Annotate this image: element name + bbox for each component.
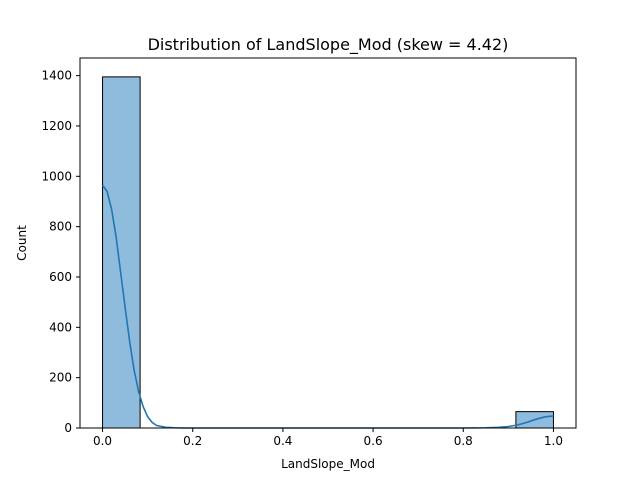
kde-curve xyxy=(101,184,554,429)
plot-area xyxy=(101,76,554,429)
y-tick-label: 0 xyxy=(64,421,72,435)
x-axis: 0.0 0.2 0.4 0.6 0.8 1.0 xyxy=(93,428,563,448)
chart-title: Distribution of LandSlope_Mod (skew = 4.… xyxy=(148,35,509,55)
x-axis-label: LandSlope_Mod xyxy=(281,457,375,471)
y-tick-label: 600 xyxy=(49,270,72,284)
y-axis-label: Count xyxy=(15,225,29,261)
x-tick-label: 0.0 xyxy=(93,434,112,448)
x-tick-label: 0.6 xyxy=(364,434,383,448)
x-tick-label: 1.0 xyxy=(544,434,563,448)
y-tick-label: 800 xyxy=(49,220,72,234)
x-tick-label: 0.8 xyxy=(454,434,473,448)
plot-frame xyxy=(79,57,577,429)
y-tick-label: 1000 xyxy=(41,169,72,183)
y-axis: 0 200 400 600 800 1000 1200 1400 xyxy=(41,69,80,435)
y-tick-label: 1400 xyxy=(41,69,72,83)
x-tick-label: 0.4 xyxy=(273,434,292,448)
y-tick-label: 400 xyxy=(49,320,72,334)
x-tick-label: 0.2 xyxy=(183,434,202,448)
y-tick-label: 1200 xyxy=(41,119,72,133)
y-tick-label: 200 xyxy=(49,371,72,385)
